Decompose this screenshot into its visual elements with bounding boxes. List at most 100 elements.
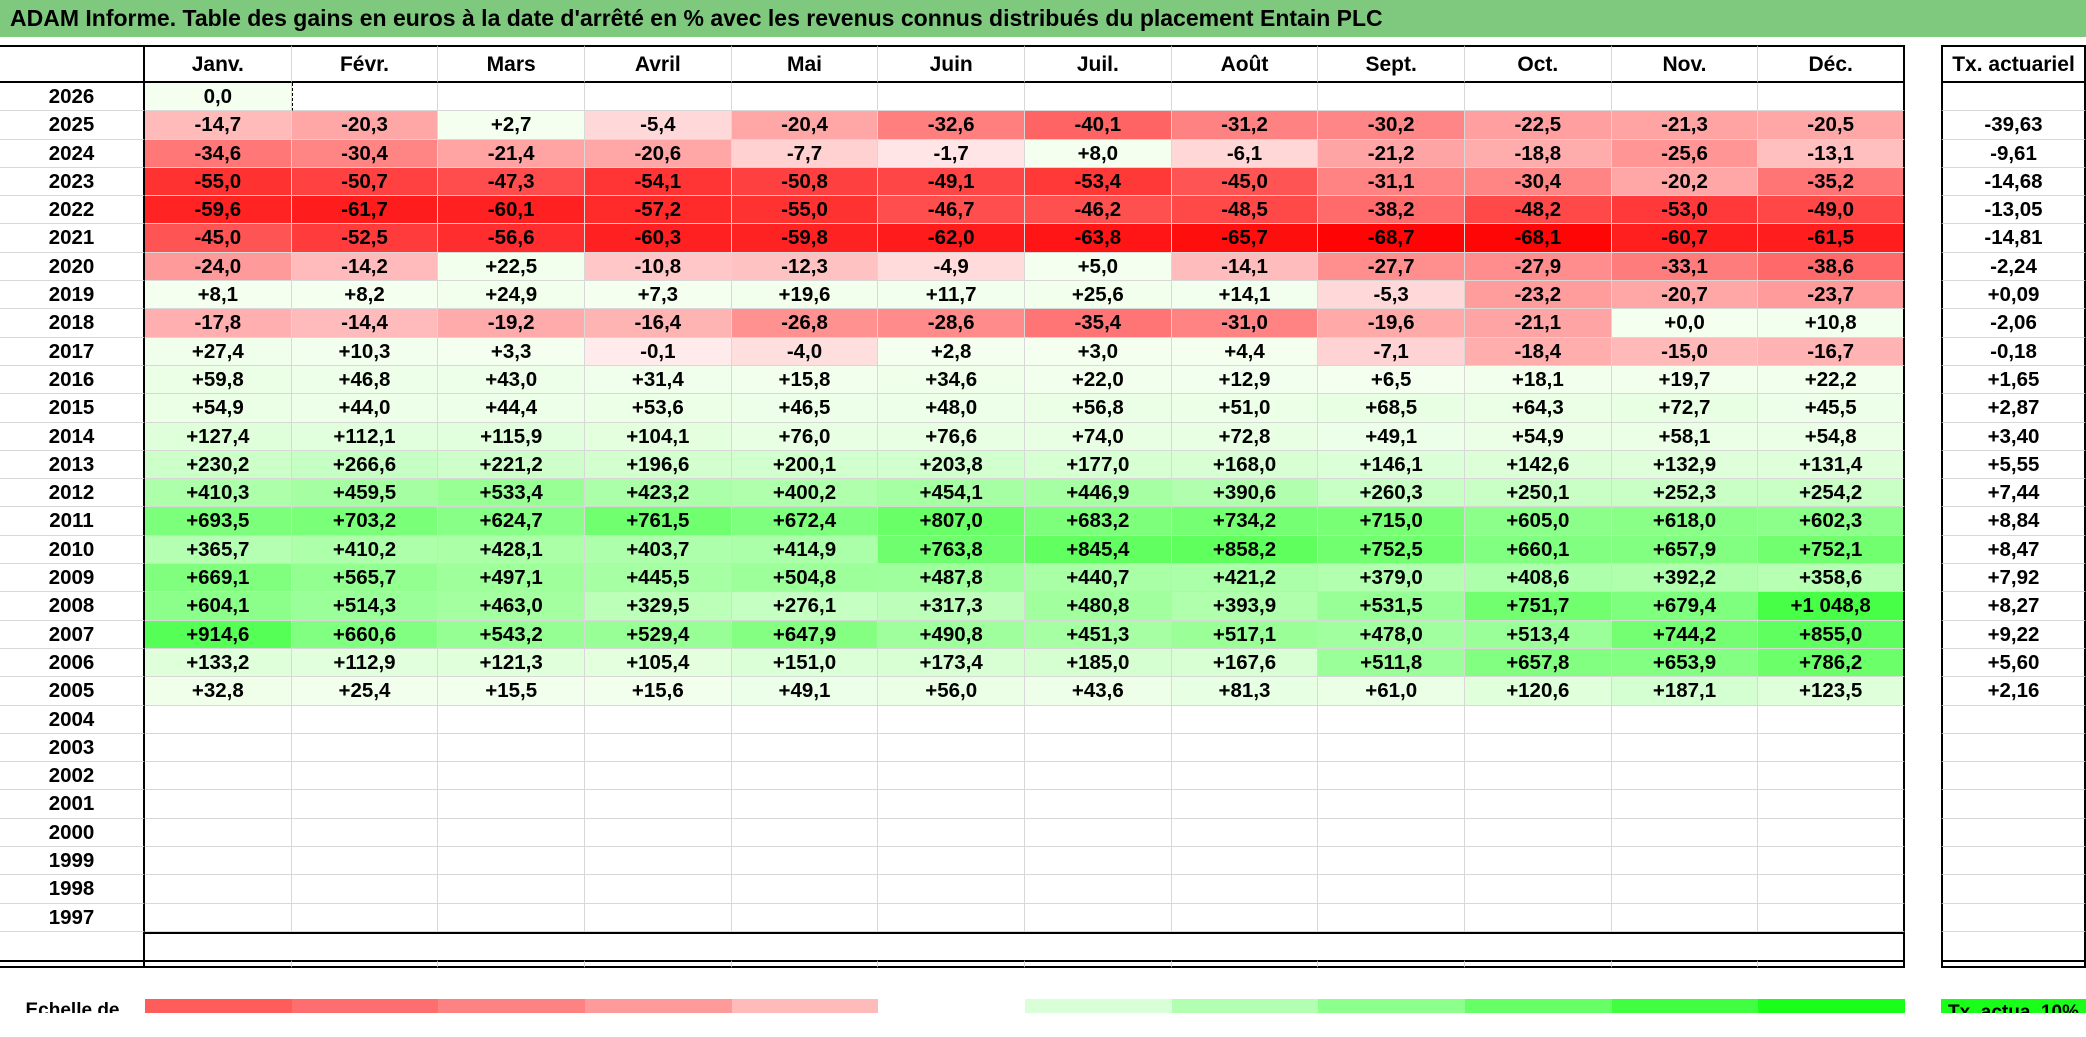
- spacer: [1611, 968, 1759, 1000]
- value-cell: [1318, 733, 1465, 763]
- year-label: 2004: [0, 705, 145, 734]
- value-cell: -55,0: [145, 167, 292, 197]
- column-gap: [1905, 337, 1941, 366]
- tx-cell: +5,60: [1941, 648, 2086, 678]
- value-cell: -27,7: [1318, 252, 1465, 282]
- spacer: [878, 931, 1025, 961]
- value-cell: +410,2: [291, 535, 439, 565]
- value-cell: [1025, 790, 1172, 819]
- value-cell: +5,0: [1025, 252, 1172, 282]
- value-cell: +451,3: [1025, 620, 1172, 649]
- value-cell: +715,0: [1318, 507, 1465, 536]
- value-cell: [145, 790, 292, 819]
- value-cell: [438, 818, 585, 848]
- spacer: [585, 968, 732, 1000]
- tx-cell: +9,22: [1941, 620, 2086, 649]
- value-cell: +25,4: [291, 677, 439, 706]
- header-corner: [0, 45, 145, 83]
- month-header: Oct.: [1465, 45, 1612, 83]
- tx-cell: -14,68: [1941, 167, 2086, 197]
- value-cell: +618,0: [1611, 507, 1759, 536]
- value-cell: [1465, 790, 1612, 819]
- footer-total: +3,47: [1941, 960, 2086, 969]
- value-cell: +22,0: [1025, 365, 1172, 395]
- tx-cell: -9,61: [1941, 139, 2086, 168]
- tx-cell: -2,06: [1941, 309, 2086, 338]
- value-cell: +10,8: [1758, 309, 1905, 338]
- value-cell: +647,9: [731, 620, 879, 649]
- tx-cell: [1941, 83, 2086, 112]
- value-cell: +786,2: [1758, 648, 1905, 678]
- value-cell: -19,2: [438, 309, 585, 338]
- column-gap: [1905, 224, 1941, 253]
- value-cell: +752,1: [1758, 535, 1905, 565]
- value-cell: +59,8: [145, 365, 292, 395]
- value-cell: [1758, 903, 1905, 932]
- value-cell: +56,8: [1025, 394, 1172, 423]
- value-cell: +15,5: [438, 677, 585, 706]
- value-cell: +543,2: [438, 620, 585, 649]
- value-cell: +1 048,8: [1758, 592, 1905, 621]
- value-cell: -18,4: [1465, 337, 1612, 366]
- column-gap: [1905, 648, 1941, 678]
- year-label: 2003: [0, 733, 145, 763]
- legend-label: Echelle de couleur: [25, 1000, 120, 1014]
- value-cell: -23,2: [1465, 281, 1612, 310]
- value-cell: -54,1: [585, 167, 732, 197]
- value-cell: -60,3: [585, 224, 732, 253]
- value-cell: +365,7: [145, 535, 292, 565]
- value-cell: [1171, 875, 1319, 904]
- value-cell: -57,2: [585, 196, 732, 225]
- value-cell: +81,3: [1171, 677, 1319, 706]
- value-cell: -20,4: [731, 111, 879, 140]
- tx-cell: [1941, 790, 2086, 819]
- year-label: 2002: [0, 762, 145, 791]
- column-gap: [1905, 733, 1941, 763]
- column-gap: [1905, 196, 1941, 225]
- value-cell: +914,6: [145, 620, 292, 649]
- footer-tx-cell: +2,18: [878, 960, 1025, 969]
- value-cell: [291, 790, 439, 819]
- spacer: [1758, 931, 1905, 961]
- tx-cell: [1941, 847, 2086, 876]
- year-label: 2006: [0, 648, 145, 678]
- value-cell: [291, 83, 439, 112]
- value-cell: -68,1: [1465, 224, 1612, 253]
- value-cell: [731, 847, 879, 876]
- value-cell: +761,5: [585, 507, 732, 536]
- tx-cell: +5,55: [1941, 450, 2086, 480]
- page-title: ADAM Informe. Table des gains en euros à…: [0, 0, 2086, 37]
- value-cell: [1758, 790, 1905, 819]
- value-cell: -21,2: [1318, 139, 1465, 168]
- legend-swatch: -100%: [145, 999, 292, 1014]
- month-header: Déc.: [1758, 45, 1905, 83]
- value-cell: [1025, 733, 1172, 763]
- column-gap: [1905, 167, 1941, 197]
- value-cell: +151,0: [731, 648, 879, 678]
- legend-swatch: -60%: [438, 999, 585, 1014]
- value-cell: +423,2: [585, 479, 732, 508]
- value-cell: -33,1: [1611, 252, 1759, 282]
- value-cell: -16,4: [585, 309, 732, 338]
- spacer: [1905, 931, 1941, 961]
- value-cell: -34,6: [145, 139, 292, 168]
- legend-swatch: +999%: [1465, 999, 1612, 1014]
- tx-cell: +8,47: [1941, 535, 2086, 565]
- tx-cell: +8,84: [1941, 507, 2086, 536]
- month-header: Févr.: [291, 45, 439, 83]
- value-cell: [731, 903, 879, 932]
- value-cell: [731, 762, 879, 791]
- value-cell: +34,6: [878, 365, 1025, 395]
- value-cell: +6,5: [1318, 365, 1465, 395]
- year-label: 2019: [0, 281, 145, 310]
- value-cell: +10,3: [291, 337, 439, 366]
- value-cell: +120,6: [1465, 677, 1612, 706]
- value-cell: +112,9: [291, 648, 439, 678]
- value-cell: [585, 903, 732, 932]
- value-cell: [145, 875, 292, 904]
- value-cell: +221,2: [438, 450, 585, 480]
- value-cell: [585, 875, 732, 904]
- value-cell: +744,2: [1611, 620, 1759, 649]
- year-label: 1997: [0, 903, 145, 932]
- value-cell: +8,2: [291, 281, 439, 310]
